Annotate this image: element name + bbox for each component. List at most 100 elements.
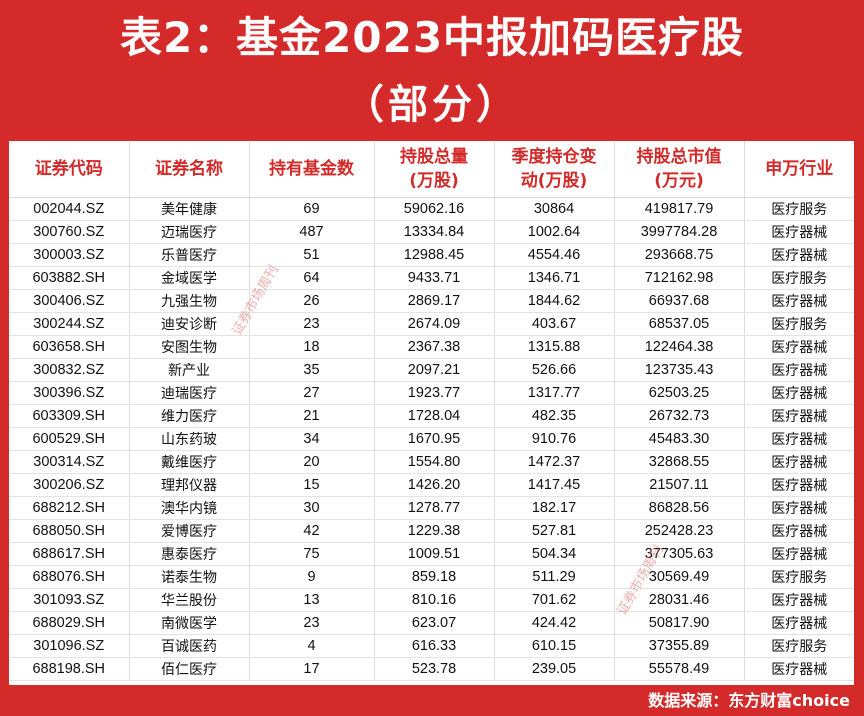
cell-fund-count: 4 xyxy=(249,634,375,658)
header-label: 持股总市值 xyxy=(636,147,722,167)
cell-fund-count: 27 xyxy=(249,381,375,405)
cell-quarter-change: 1346.71 xyxy=(494,266,615,290)
cell-market-value: 37355.89 xyxy=(614,634,745,658)
cell-fund-count: 42 xyxy=(249,519,375,543)
cell-name: 戴维医疗 xyxy=(129,450,250,474)
cell-fund-count: 34 xyxy=(249,427,375,451)
cell-quarter-change: 1472.37 xyxy=(494,450,615,474)
cell-quarter-change: 511.29 xyxy=(494,565,615,589)
cell-market-value: 419817.79 xyxy=(614,197,745,221)
cell-quarter-change: 526.66 xyxy=(494,358,615,382)
cell-holding-total: 1426.20 xyxy=(374,473,495,497)
cell-code: 688076.SH xyxy=(9,565,130,589)
cell-holding-total: 2367.38 xyxy=(374,335,495,359)
cell-market-value: 712162.98 xyxy=(614,266,745,290)
cell-industry: 医疗器械 xyxy=(744,496,854,520)
cell-industry: 医疗器械 xyxy=(744,611,854,635)
header-label: 持有基金数 xyxy=(269,159,354,179)
cell-fund-count: 487 xyxy=(249,220,375,244)
page-subtitle: （部分） xyxy=(344,82,520,128)
cell-name: 迪安诊断 xyxy=(129,312,250,336)
cell-holding-total: 1278.77 xyxy=(374,496,495,520)
table-header-row: 证券代码 证券名称 持有基金数 持股总量 (万股) 季度持仓变 动(万股) 持股总市值 (万元)… xyxy=(9,141,854,198)
cell-name: 惠泰医疗 xyxy=(129,542,250,566)
cell-code: 603309.SH xyxy=(9,404,130,428)
cell-market-value: 32868.55 xyxy=(614,450,745,474)
table-row: 301096.SZ 百诚医药 4 616.33 610.15 37355.89 医疗服务 xyxy=(9,634,854,658)
table-body: 002044.SZ 美年健康 69 59062.16 30864 419817.79 医疗服… xyxy=(9,197,854,681)
cell-name: 乐普医疗 xyxy=(129,243,250,267)
header-label: 申万行业 xyxy=(765,159,834,179)
cell-code: 600529.SH xyxy=(9,427,130,451)
cell-code: 002044.SZ xyxy=(9,197,130,221)
cell-industry: 医疗服务 xyxy=(744,312,854,336)
cell-quarter-change: 701.62 xyxy=(494,588,615,612)
cell-quarter-change: 610.15 xyxy=(494,634,615,658)
header-market-value: 持股总市值 (万元) xyxy=(614,141,745,198)
cell-holding-total: 12988.45 xyxy=(374,243,495,267)
cell-industry: 医疗器械 xyxy=(744,450,854,474)
cell-fund-count: 69 xyxy=(249,197,375,221)
table-row: 603309.SH 维力医疗 21 1728.04 482.35 26732.73 医疗器械 xyxy=(9,404,854,428)
cell-market-value: 21507.11 xyxy=(614,473,745,497)
cell-fund-count: 9 xyxy=(249,565,375,589)
cell-name: 爱博医疗 xyxy=(129,519,250,543)
table-row: 300396.SZ 迪瑞医疗 27 1923.77 1317.77 62503.25 医疗器… xyxy=(9,381,854,405)
cell-holding-total: 59062.16 xyxy=(374,197,495,221)
header-name: 证券名称 xyxy=(129,141,250,198)
cell-quarter-change: 910.76 xyxy=(494,427,615,451)
title-block: 表2：基金2023中报加码医疗股 （部分） xyxy=(0,0,864,138)
cell-industry: 医疗器械 xyxy=(744,519,854,543)
header-label: 持股总量 xyxy=(400,147,468,167)
header-industry: 申万行业 xyxy=(744,141,854,198)
table-row: 688617.SH 惠泰医疗 75 1009.51 504.34 377305.63 医疗器… xyxy=(9,542,854,566)
cell-holding-total: 1554.80 xyxy=(374,450,495,474)
cell-fund-count: 13 xyxy=(249,588,375,612)
cell-holding-total: 2674.09 xyxy=(374,312,495,336)
cell-fund-count: 23 xyxy=(249,312,375,336)
cell-fund-count: 30 xyxy=(249,496,375,520)
table-row: 300832.SZ 新产业 35 2097.21 526.66 123735.43 医疗器械 xyxy=(9,358,854,382)
cell-code: 688198.SH xyxy=(9,657,130,681)
cell-code: 603658.SH xyxy=(9,335,130,359)
header-label: 证券代码 xyxy=(34,159,103,179)
table-row: 300314.SZ 戴维医疗 20 1554.80 1472.37 32868.55 医疗器… xyxy=(9,450,854,474)
header-fund-count: 持有基金数 xyxy=(249,141,375,198)
cell-holding-total: 1728.04 xyxy=(374,404,495,428)
cell-industry: 医疗器械 xyxy=(744,588,854,612)
cell-holding-total: 2869.17 xyxy=(374,289,495,313)
cell-holding-total: 810.16 xyxy=(374,588,495,612)
cell-industry: 医疗器械 xyxy=(744,220,854,244)
cell-holding-total: 1923.77 xyxy=(374,381,495,405)
cell-market-value: 252428.23 xyxy=(614,519,745,543)
header-unit: 动(万股) xyxy=(520,171,588,191)
cell-fund-count: 26 xyxy=(249,289,375,313)
header-quarter-change: 季度持仓变 动(万股) xyxy=(494,141,615,198)
cell-market-value: 26732.73 xyxy=(614,404,745,428)
cell-holding-total: 616.33 xyxy=(374,634,495,658)
cell-industry: 医疗器械 xyxy=(744,289,854,313)
cell-quarter-change: 239.05 xyxy=(494,657,615,681)
header-code: 证券代码 xyxy=(9,141,130,198)
cell-quarter-change: 527.81 xyxy=(494,519,615,543)
table-row: 002044.SZ 美年健康 69 59062.16 30864 419817.79 医疗服… xyxy=(9,197,854,221)
header-label: 证券名称 xyxy=(155,159,223,179)
cell-code: 300406.SZ xyxy=(9,289,130,313)
table-row: 688029.SH 南微医学 23 623.07 424.42 50817.90 医疗器械 xyxy=(9,611,854,635)
cell-holding-total: 13334.84 xyxy=(374,220,495,244)
cell-market-value: 28031.46 xyxy=(614,588,745,612)
cell-market-value: 86828.56 xyxy=(614,496,745,520)
cell-market-value: 45483.30 xyxy=(614,427,745,451)
table-row: 300406.SZ 九强生物 26 2869.17 1844.62 66937.68 医疗器… xyxy=(9,289,854,313)
cell-holding-total: 1229.38 xyxy=(374,519,495,543)
cell-code: 688050.SH xyxy=(9,519,130,543)
cell-fund-count: 18 xyxy=(249,335,375,359)
table-row: 688076.SH 诺泰生物 9 859.18 511.29 30569.49 医疗服务 xyxy=(9,565,854,589)
cell-fund-count: 21 xyxy=(249,404,375,428)
cell-name: 美年健康 xyxy=(129,197,250,221)
cell-name: 佰仁医疗 xyxy=(129,657,250,681)
cell-industry: 医疗服务 xyxy=(744,565,854,589)
cell-holding-total: 1009.51 xyxy=(374,542,495,566)
cell-quarter-change: 424.42 xyxy=(494,611,615,635)
cell-industry: 医疗器械 xyxy=(744,473,854,497)
